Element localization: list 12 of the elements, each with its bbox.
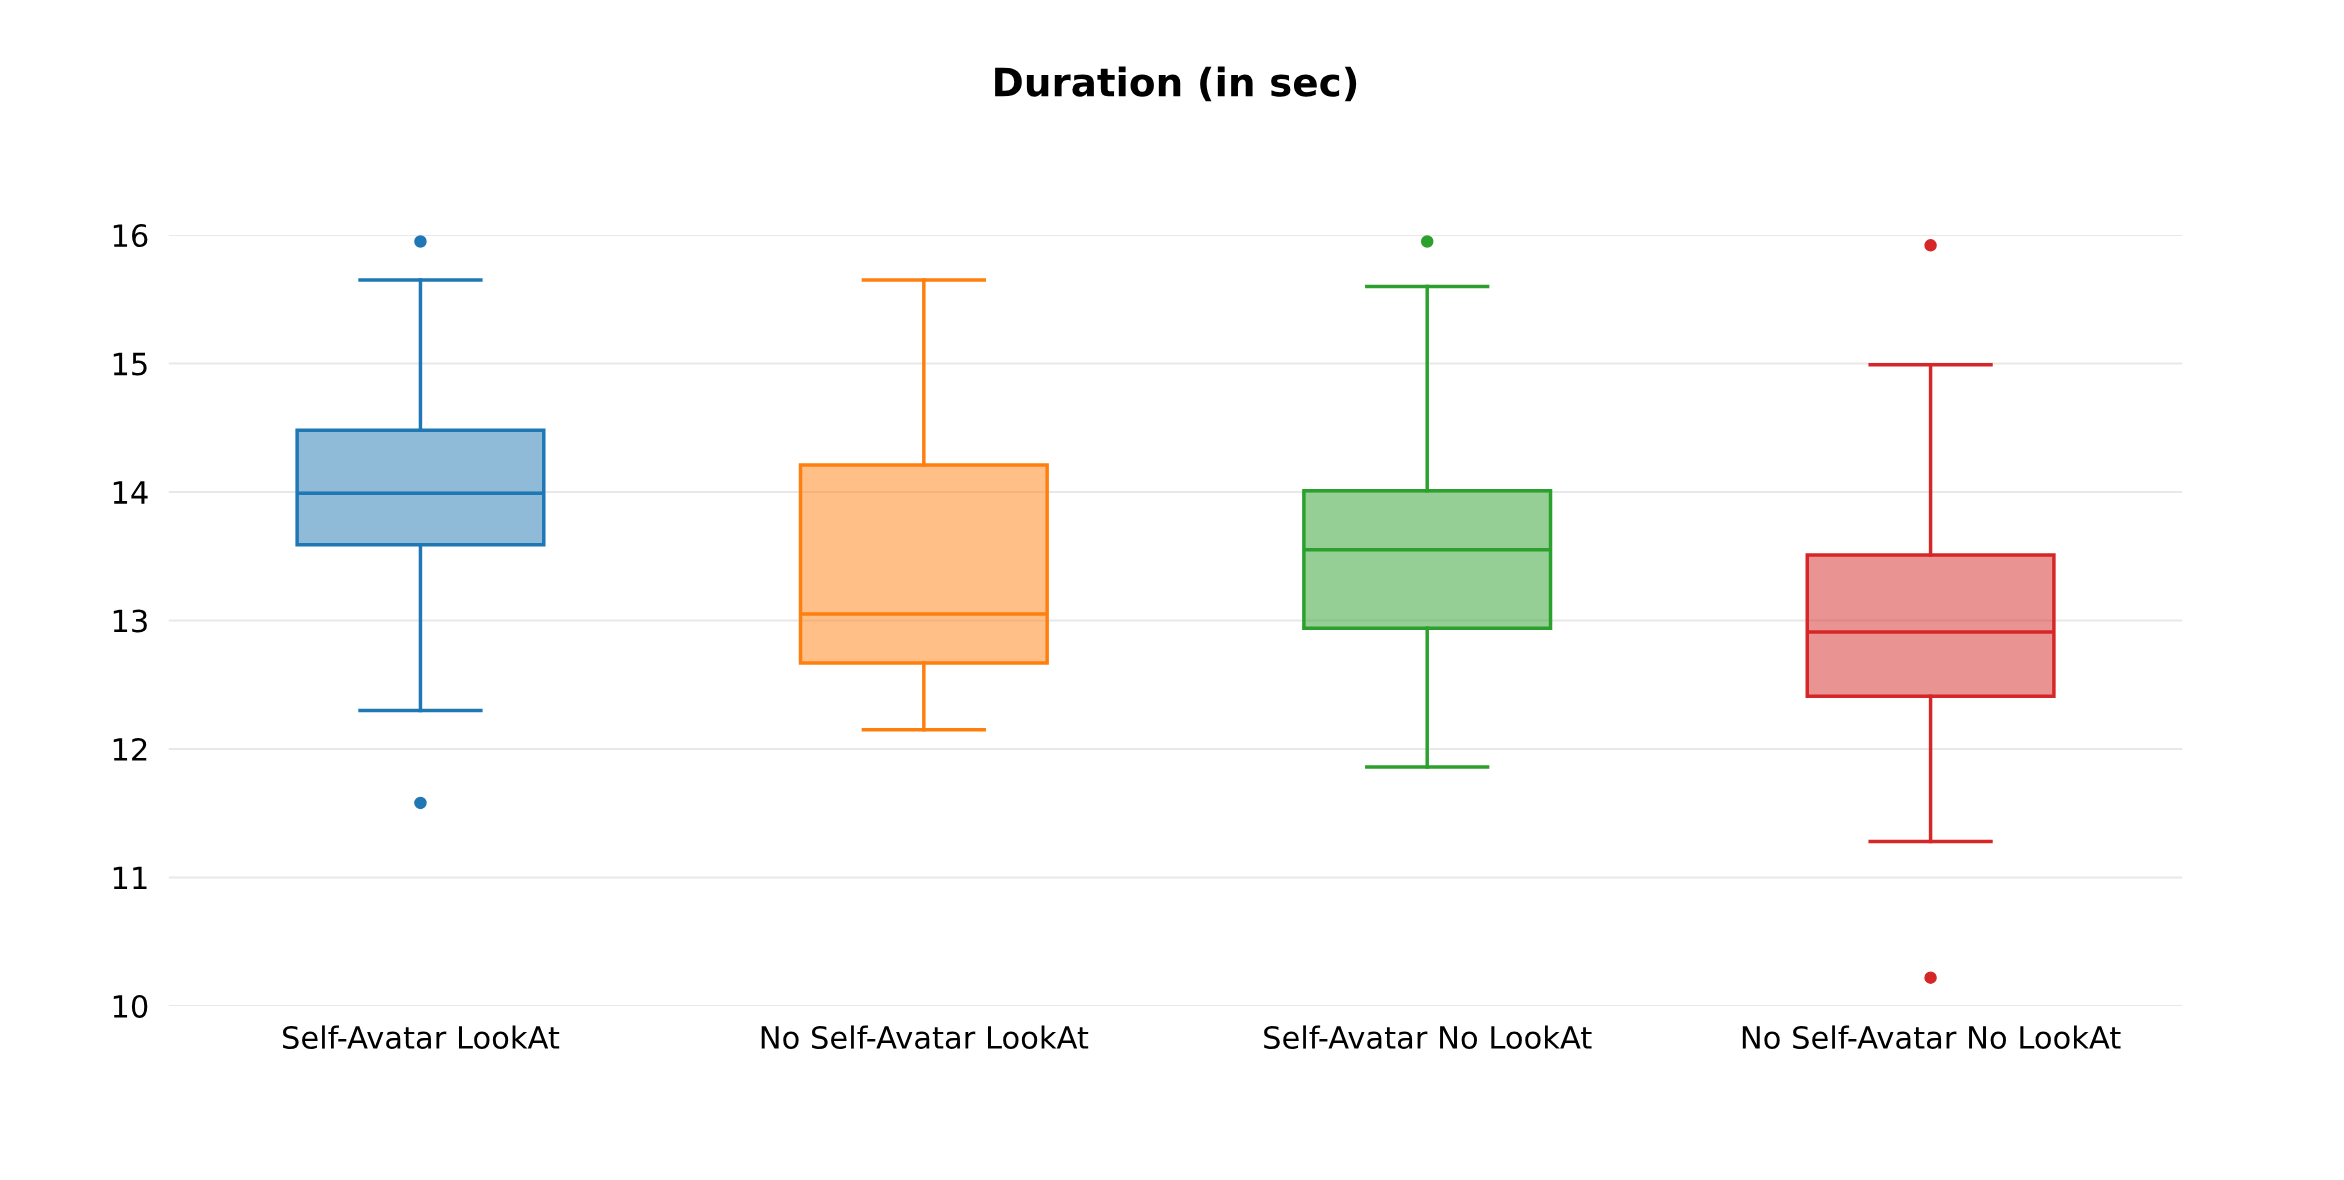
chart-title: Duration (in sec) [995,66,1357,102]
y-tick-label: 16 [113,223,148,248]
y-tick-label: 11 [113,866,147,890]
x-tick-label: No Self-Avatar No LookAt [1742,1025,2121,1050]
y-tick-label: 14 [113,481,148,504]
y-tick-label: 10 [113,994,148,1018]
y-tick-label: 12 [113,737,147,761]
x-tick-label: Self-Avatar No LookAt [1264,1025,1592,1050]
x-tick-label: No Self-Avatar LookAt [761,1025,1089,1050]
x-tick-label: Self-Avatar LookAt [283,1025,560,1050]
y-tick-label: 15 [113,352,147,376]
y-tick-label: 13 [113,609,147,633]
